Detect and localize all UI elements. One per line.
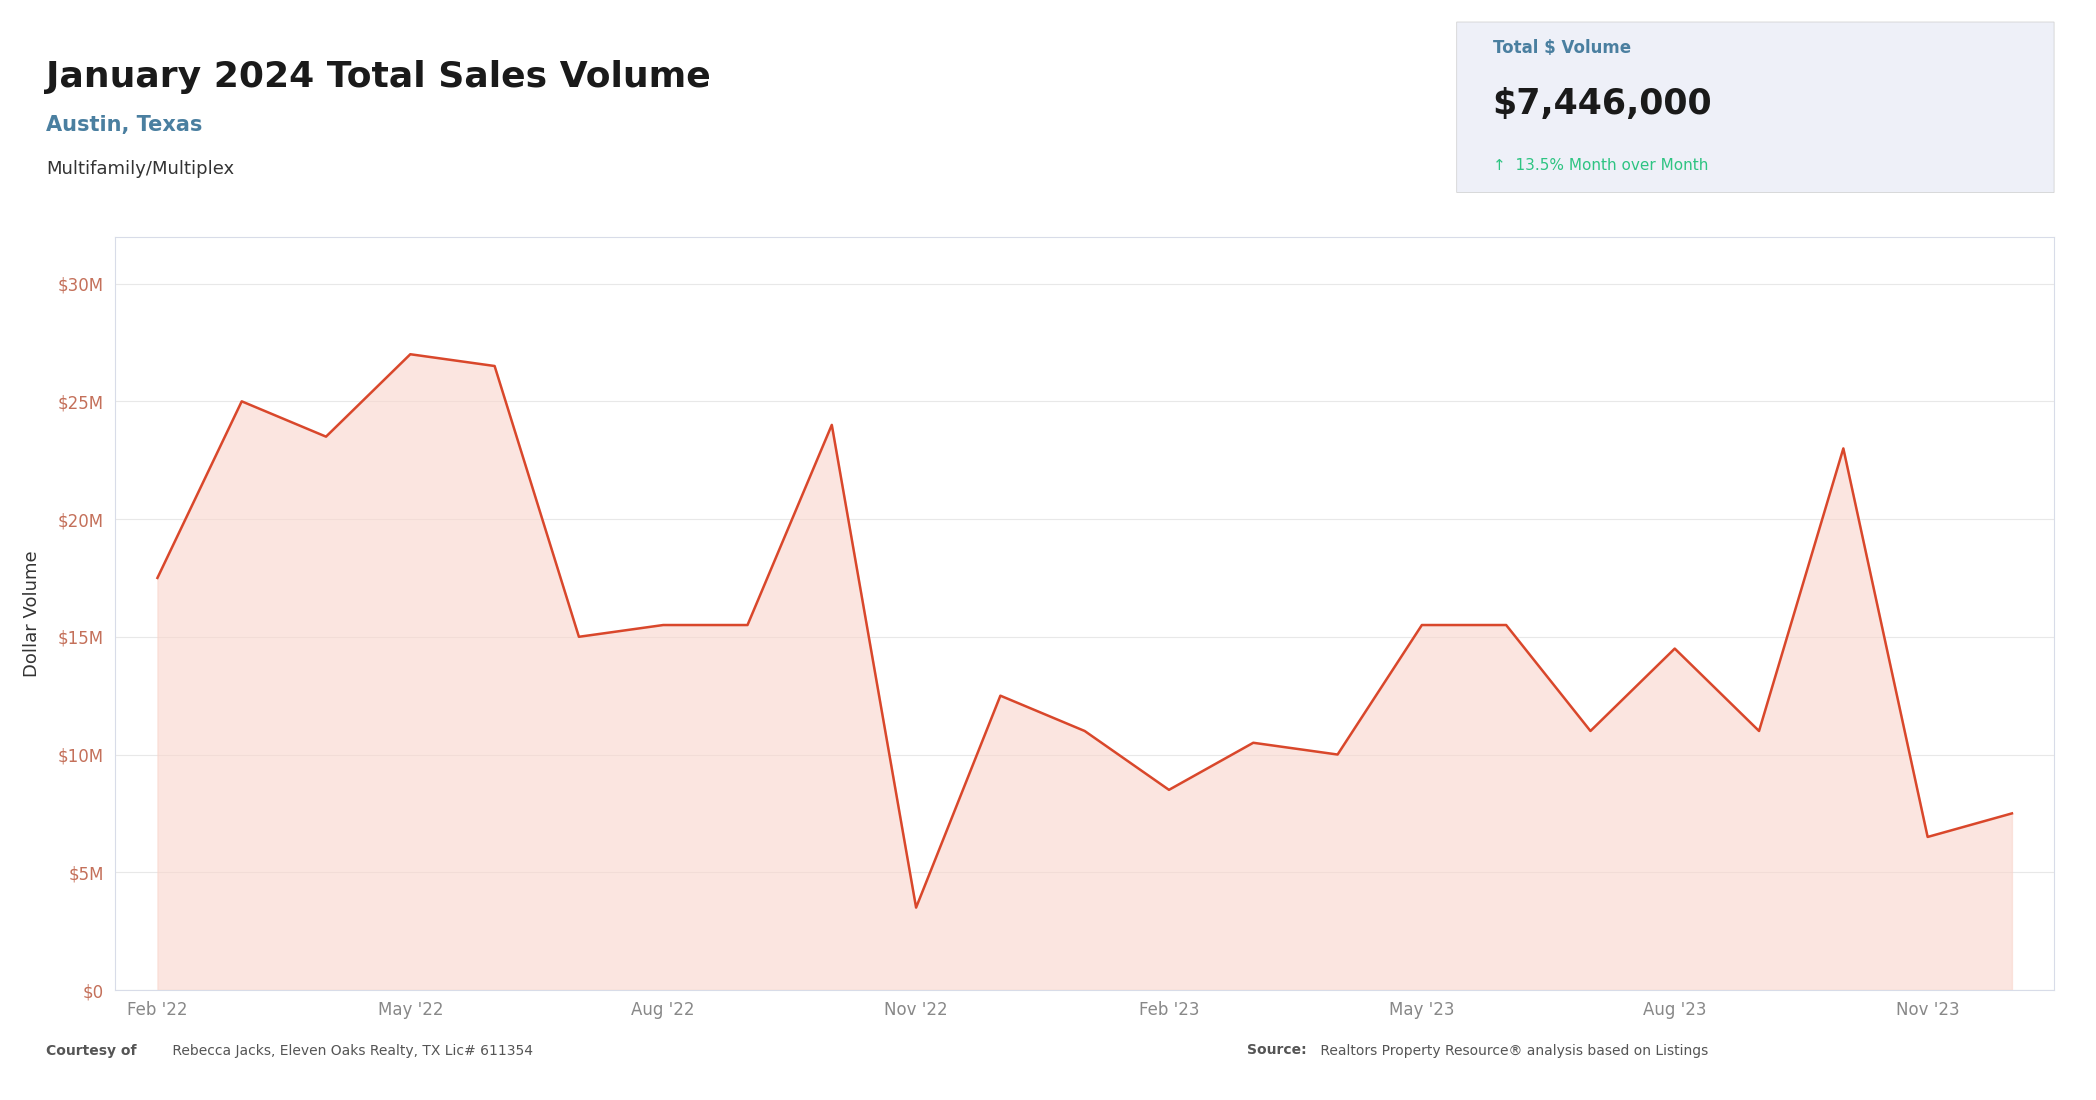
Text: January 2024 Total Sales Volume: January 2024 Total Sales Volume [46,60,711,95]
Text: Austin, Texas: Austin, Texas [46,116,203,135]
Text: Total $ Volume: Total $ Volume [1492,39,1631,57]
Text: Multifamily/Multiplex: Multifamily/Multiplex [46,160,235,177]
Text: ↑  13.5% Month over Month: ↑ 13.5% Month over Month [1492,158,1708,174]
Text: Source:: Source: [1247,1044,1306,1057]
Text: Rebecca Jacks, Eleven Oaks Realty, TX Lic# 611354: Rebecca Jacks, Eleven Oaks Realty, TX Li… [168,1044,532,1057]
FancyBboxPatch shape [1457,22,2054,192]
Text: Courtesy of: Courtesy of [46,1044,136,1057]
Text: Realtors Property Resource® analysis based on Listings: Realtors Property Resource® analysis bas… [1316,1044,1708,1057]
Text: $7,446,000: $7,446,000 [1492,87,1712,121]
Y-axis label: Dollar Volume: Dollar Volume [23,550,42,676]
